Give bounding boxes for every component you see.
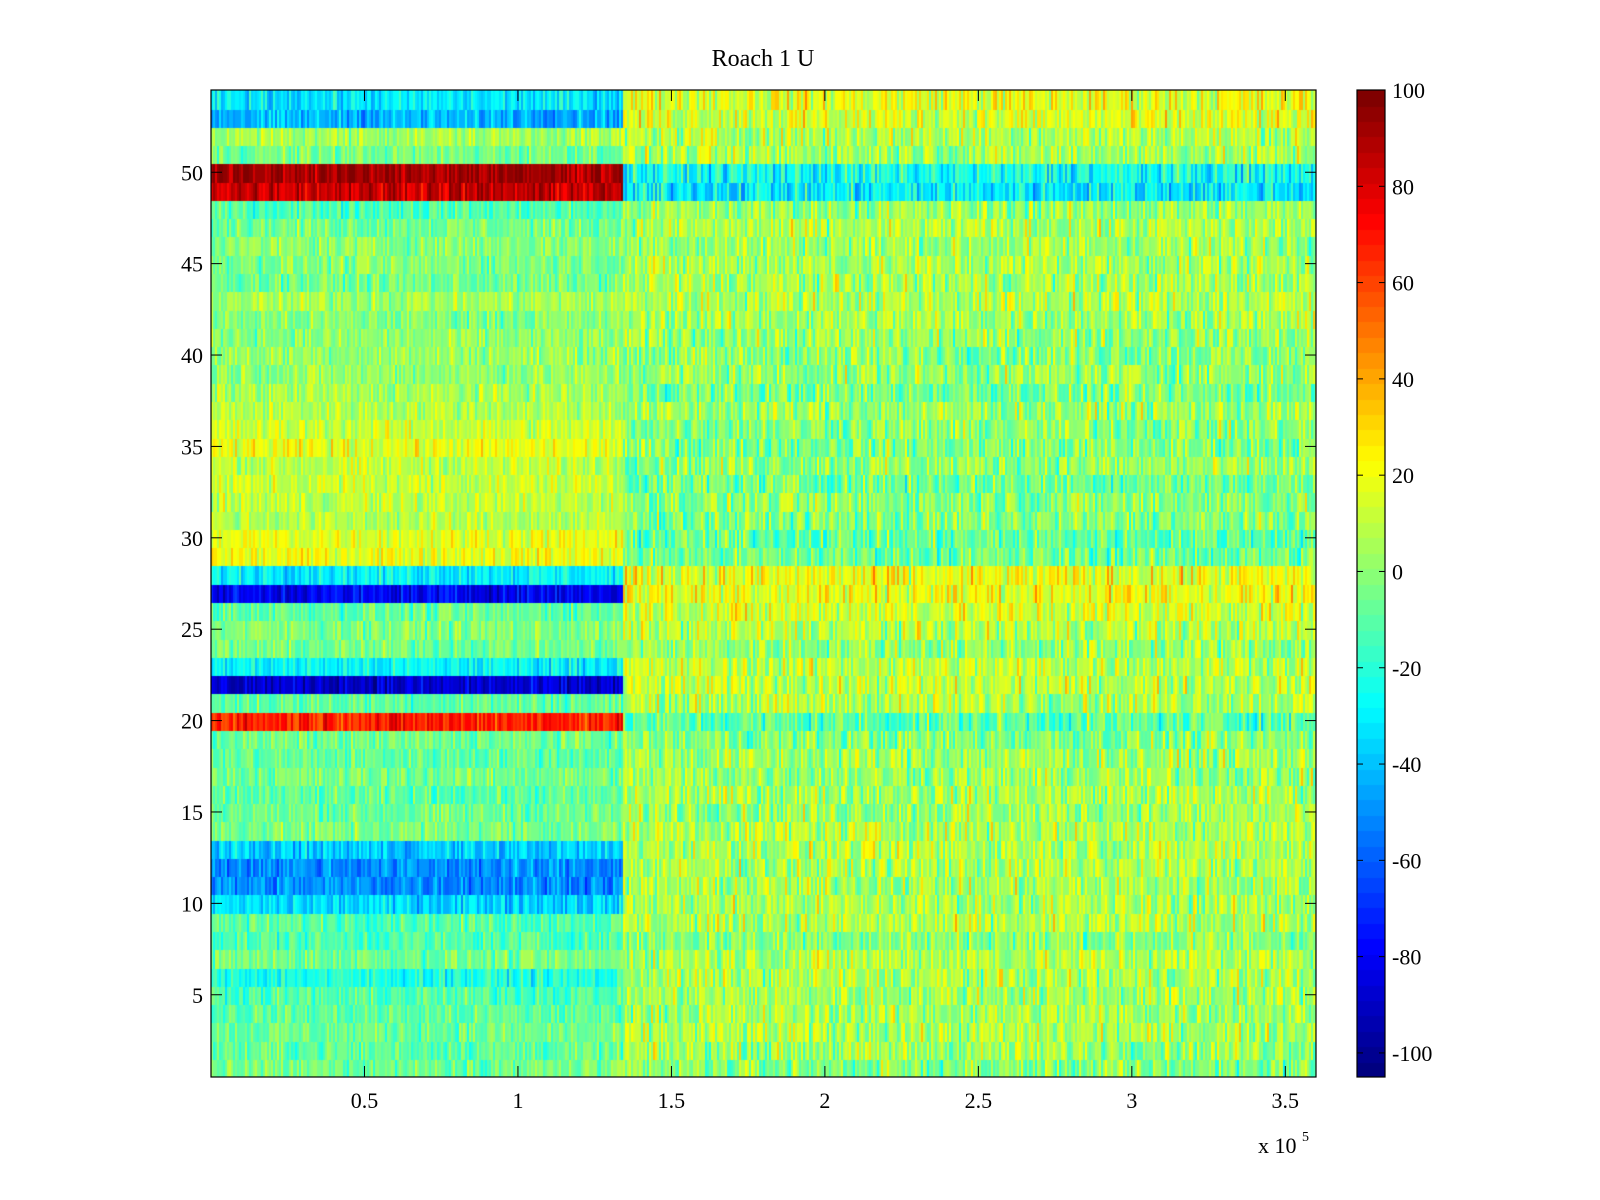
x-exponent-power: 5 bbox=[1302, 1130, 1309, 1145]
x-tick-label: 2.5 bbox=[965, 1088, 993, 1113]
colorbar-tick-label: 80 bbox=[1392, 174, 1414, 199]
plot-frame bbox=[210, 89, 1317, 1078]
x-tick-label: 1 bbox=[512, 1088, 523, 1113]
colorbar-tick-label: 40 bbox=[1392, 367, 1414, 392]
y-tick-label: 50 bbox=[181, 160, 203, 185]
y-tick-label: 10 bbox=[181, 891, 203, 916]
colorbar-tick-label: -20 bbox=[1392, 656, 1421, 681]
colorbar-tick-label: 100 bbox=[1392, 78, 1425, 103]
colorbar-tick-label: 0 bbox=[1392, 559, 1403, 584]
colorbar-image bbox=[1357, 90, 1385, 1077]
x-tick-label: 2 bbox=[819, 1088, 830, 1113]
colorbar-ticks: 100 80 60 40 20 0 -20 -40 -60 -80 -100 bbox=[1357, 78, 1432, 1066]
x-tick-label: 1.5 bbox=[658, 1088, 686, 1113]
colorbar-tick-label: 20 bbox=[1392, 463, 1414, 488]
y-tick-label: 35 bbox=[181, 434, 203, 459]
colorbar-tick-label: 60 bbox=[1392, 271, 1414, 296]
y-tick-label: 5 bbox=[192, 983, 203, 1008]
x-exponent-label: x 10 bbox=[1258, 1133, 1297, 1158]
y-tick-label: 15 bbox=[181, 800, 203, 825]
y-axis-ticks: 5 10 15 20 25 30 35 40 45 50 bbox=[181, 160, 1316, 1008]
chart-title: Roach 1 U bbox=[712, 46, 815, 72]
x-axis-ticks: 0.5 1 1.5 2 2.5 3 3.5 bbox=[351, 90, 1299, 1113]
colorbar-tick-label: -80 bbox=[1392, 945, 1421, 970]
colorbar-tick-label: -100 bbox=[1392, 1041, 1432, 1066]
y-tick-label: 40 bbox=[181, 343, 203, 368]
y-tick-label: 45 bbox=[181, 252, 203, 277]
y-tick-label: 30 bbox=[181, 526, 203, 551]
heatmap-image bbox=[211, 90, 1316, 1077]
x-tick-label: 3.5 bbox=[1272, 1088, 1300, 1113]
colorbar-frame bbox=[1356, 89, 1386, 1078]
colorbar-tick-label: -60 bbox=[1392, 848, 1421, 873]
x-tick-label: 3 bbox=[1126, 1088, 1137, 1113]
y-tick-label: 25 bbox=[181, 617, 203, 642]
x-tick-label: 0.5 bbox=[351, 1088, 379, 1113]
colorbar-tick-label: -40 bbox=[1392, 752, 1421, 777]
y-tick-label: 20 bbox=[181, 709, 203, 734]
